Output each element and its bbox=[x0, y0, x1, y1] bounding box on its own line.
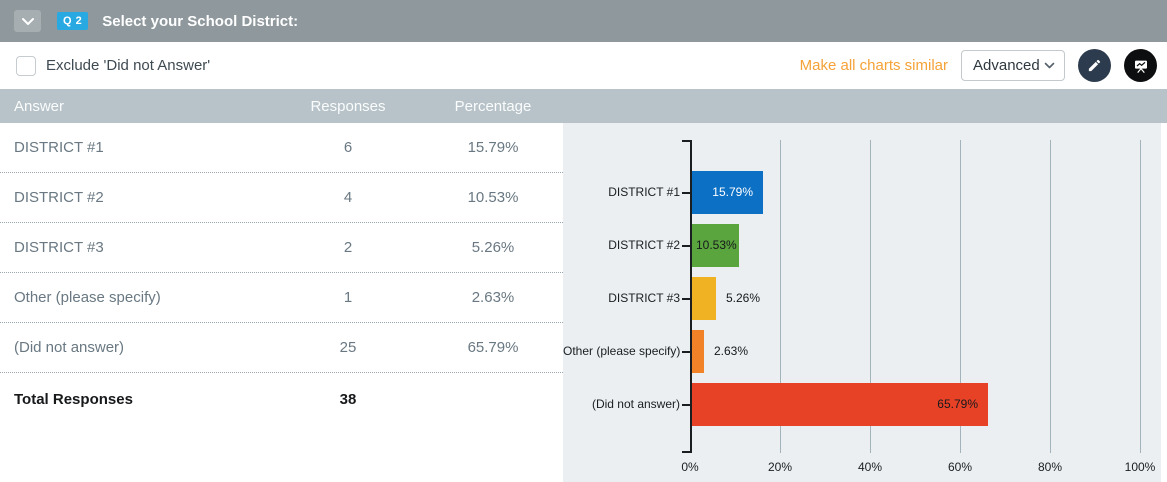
chevron-down-icon bbox=[21, 17, 35, 26]
answer-cell: DISTRICT #1 bbox=[14, 139, 104, 156]
percentage-cell: 2.63% bbox=[471, 289, 515, 306]
bar-value-label: 65.79% bbox=[937, 396, 978, 411]
total-responses-row: Total Responses 38 bbox=[0, 373, 563, 426]
total-value: 38 bbox=[339, 391, 357, 408]
axis-end-tick bbox=[682, 140, 691, 142]
question-header: Q 2 Select your School District: bbox=[0, 0, 1167, 42]
responses-cell: 6 bbox=[343, 139, 353, 156]
x-axis-tick-label: 40% bbox=[857, 460, 883, 474]
category-label: DISTRICT #1 bbox=[608, 184, 680, 199]
table-row: DISTRICT #2 4 10.53% bbox=[0, 173, 563, 223]
x-axis-tick-label: 60% bbox=[947, 460, 973, 474]
axis-end-tick bbox=[682, 451, 691, 453]
table-row: DISTRICT #3 2 5.26% bbox=[0, 223, 563, 273]
responses-cell: 1 bbox=[343, 289, 353, 306]
x-axis-tick-label: 20% bbox=[767, 460, 793, 474]
x-axis-tick-label: 0% bbox=[681, 460, 699, 474]
percentage-cell: 15.79% bbox=[467, 139, 519, 156]
pencil-icon bbox=[1087, 58, 1102, 73]
table-body: DISTRICT #1 6 15.79% DISTRICT #2 4 10.53% DIST… bbox=[0, 123, 563, 482]
chart-type-dropdown[interactable]: Advanced bbox=[961, 50, 1065, 81]
presentation-button[interactable] bbox=[1124, 49, 1157, 82]
bar[interactable] bbox=[692, 171, 763, 214]
chart-toolbar: Exclude 'Did not Answer' Make all charts… bbox=[0, 42, 1167, 89]
bar-value-label: 5.26% bbox=[726, 290, 761, 305]
question-title: Select your School District: bbox=[102, 12, 299, 30]
chart-gridline bbox=[960, 140, 961, 453]
presentation-screen-icon bbox=[1133, 58, 1149, 74]
total-label: Total Responses bbox=[14, 391, 133, 408]
bar-value-label: 15.79% bbox=[712, 184, 753, 199]
chart-gridline bbox=[870, 140, 871, 453]
percentage-cell: 10.53% bbox=[467, 189, 519, 206]
x-axis-tick-label: 80% bbox=[1037, 460, 1063, 474]
category-label: DISTRICT #3 bbox=[608, 290, 680, 305]
chart-gridline bbox=[780, 140, 781, 453]
bar[interactable] bbox=[692, 277, 716, 320]
results-table-header: Answer Responses Percentage bbox=[0, 89, 1167, 123]
bar[interactable] bbox=[692, 330, 704, 373]
x-axis-tick-label: 100% bbox=[1124, 460, 1156, 474]
exclude-did-not-answer-option[interactable]: Exclude 'Did not Answer' bbox=[16, 55, 211, 76]
category-tick bbox=[682, 403, 690, 406]
table-row: Other (please specify) 1 2.63% bbox=[0, 273, 563, 323]
bar[interactable] bbox=[692, 224, 739, 267]
category-tick bbox=[682, 350, 690, 353]
answer-cell: DISTRICT #3 bbox=[14, 239, 104, 256]
chart-gridline bbox=[1140, 140, 1141, 453]
category-label: DISTRICT #2 bbox=[608, 237, 680, 252]
y-axis-line bbox=[690, 140, 692, 453]
category-tick bbox=[682, 297, 690, 300]
answer-cell: (Did not answer) bbox=[14, 339, 125, 356]
answer-cell: DISTRICT #2 bbox=[14, 189, 104, 206]
category-label: Other (please specify) bbox=[563, 343, 681, 358]
chart-gridline bbox=[1050, 140, 1051, 453]
percentage-cell: 5.26% bbox=[471, 239, 515, 256]
collapse-question-button[interactable] bbox=[14, 10, 41, 32]
table-row: DISTRICT #1 6 15.79% bbox=[0, 123, 563, 173]
column-header-responses: Responses bbox=[310, 97, 386, 115]
bar-value-label: 10.53% bbox=[696, 237, 737, 252]
chevron-down-icon bbox=[1044, 62, 1055, 69]
category-tick bbox=[682, 244, 690, 247]
responses-cell: 25 bbox=[339, 339, 357, 356]
responses-cell: 2 bbox=[343, 239, 353, 256]
column-header-answer: Answer bbox=[14, 97, 65, 115]
category-tick bbox=[682, 191, 690, 194]
responses-cell: 4 bbox=[343, 189, 353, 206]
exclude-checkbox[interactable] bbox=[16, 55, 36, 76]
question-number-badge: Q 2 bbox=[57, 12, 89, 30]
table-row: (Did not answer) 25 65.79% bbox=[0, 323, 563, 373]
category-label: (Did not answer) bbox=[591, 396, 680, 411]
exclude-checkbox-label: Exclude 'Did not Answer' bbox=[46, 57, 211, 74]
bar-value-label: 2.63% bbox=[714, 343, 749, 358]
toolbar-right-group: Make all charts similar Advanced bbox=[800, 49, 1157, 82]
bar[interactable] bbox=[692, 383, 988, 426]
chart-type-value: Advanced bbox=[973, 57, 1040, 74]
answer-cell: Other (please specify) bbox=[14, 289, 161, 306]
make-all-charts-similar-link[interactable]: Make all charts similar bbox=[799, 57, 948, 74]
percentage-cell: 65.79% bbox=[467, 339, 519, 356]
bar-chart: 0% 20% 40% 60% 80% 100% DISTRICT #1 15.79% DISTR… bbox=[563, 123, 1161, 482]
edit-chart-button[interactable] bbox=[1078, 49, 1111, 82]
column-header-percentage: Percentage bbox=[454, 97, 532, 115]
